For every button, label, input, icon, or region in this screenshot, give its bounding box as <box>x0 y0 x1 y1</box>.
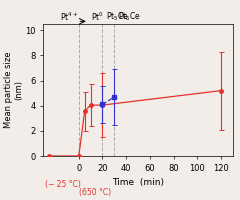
Text: Pt$_5$Ce: Pt$_5$Ce <box>106 10 129 23</box>
Y-axis label: Mean particle size
(nm): Mean particle size (nm) <box>4 52 24 128</box>
Text: (650 °C): (650 °C) <box>79 188 111 197</box>
X-axis label: Time  (min): Time (min) <box>112 178 164 187</box>
Text: Pt$^0$: Pt$^0$ <box>90 10 103 23</box>
Text: Pt$_5$Ce: Pt$_5$Ce <box>118 10 141 23</box>
Text: Pt$^{4+}$: Pt$^{4+}$ <box>60 10 78 23</box>
Text: (− 25 °C): (− 25 °C) <box>45 180 81 189</box>
